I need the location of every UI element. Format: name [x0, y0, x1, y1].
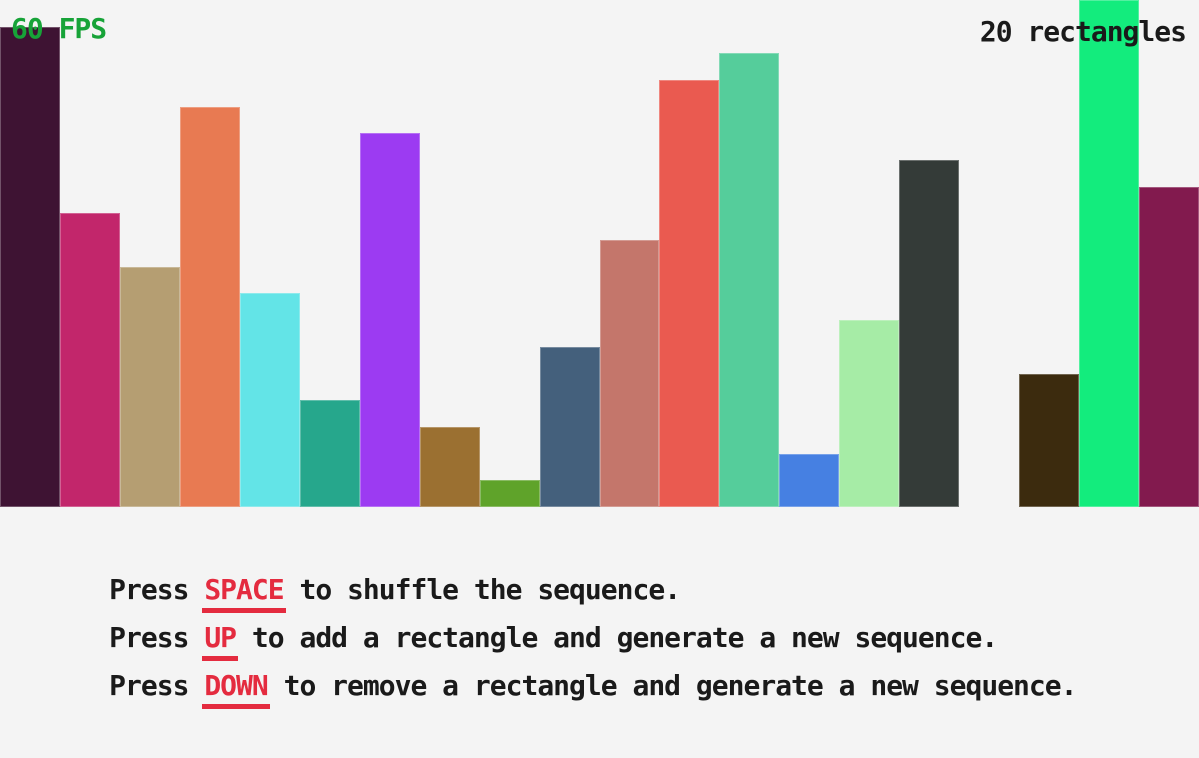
- bar: [899, 160, 960, 507]
- instruction-text: Press: [109, 621, 205, 654]
- bar: [779, 454, 840, 507]
- bar: [359, 133, 420, 507]
- key-down-label: DOWN: [202, 669, 270, 709]
- bar: [239, 293, 300, 507]
- bar: [179, 107, 240, 507]
- bar: [599, 240, 660, 507]
- bar: [659, 80, 720, 507]
- bars-area: [0, 0, 1199, 507]
- app-window: 60 FPS 20 rectangles Press SPACE to shuf…: [0, 0, 1199, 709]
- bar: [419, 427, 480, 507]
- bar: [719, 53, 780, 507]
- instruction-line-shuffle: Press SPACE to shuffle the sequence.: [14, 518, 1076, 613]
- key-space-label: SPACE: [202, 573, 286, 613]
- instruction-text: to shuffle the sequence.: [283, 573, 681, 606]
- bar: [299, 400, 360, 507]
- fps-counter: 60 FPS: [11, 12, 107, 45]
- rectangle-count: 20 rectangles: [979, 15, 1187, 48]
- key-up-label: UP: [202, 621, 239, 661]
- bar: [479, 480, 540, 507]
- instruction-text: to add a rectangle and generate a new se…: [236, 621, 998, 654]
- bar: [0, 27, 60, 507]
- instructions: Press SPACE to shuffle the sequence. Pre…: [14, 518, 1077, 709]
- instruction-text: to remove a rectangle and generate a new…: [267, 669, 1078, 702]
- bar: [119, 267, 180, 507]
- bar: [1019, 374, 1080, 507]
- bar: [1079, 0, 1140, 507]
- bar: [539, 347, 600, 507]
- instruction-text: Press: [109, 573, 205, 606]
- instruction-text: Press: [109, 669, 205, 702]
- bar: [59, 213, 120, 507]
- instruction-line-add: Press UP to add a rectangle and generate…: [14, 566, 1076, 661]
- bar: [1139, 187, 1199, 507]
- bar: [839, 320, 900, 507]
